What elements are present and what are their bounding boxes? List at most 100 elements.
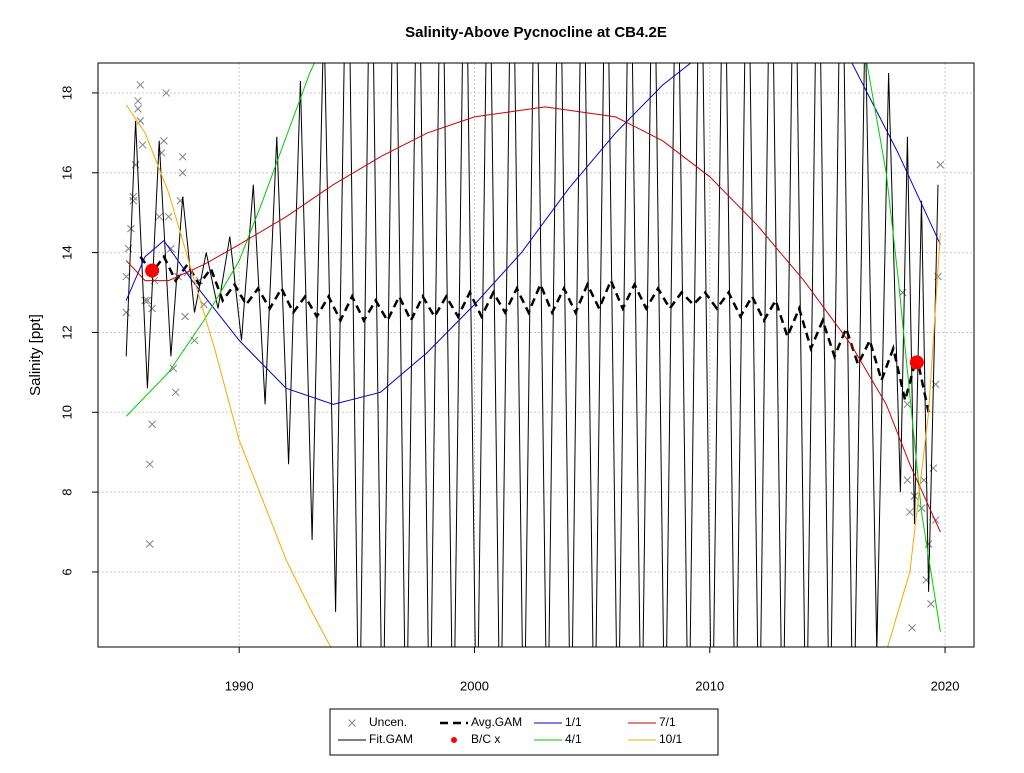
point-stroke	[129, 196, 138, 205]
line	[125, 104, 941, 647]
point	[148, 420, 156, 429]
x-tick-label: 2000	[460, 678, 489, 693]
point	[903, 400, 912, 409]
legend-symbol	[348, 719, 356, 727]
point	[164, 212, 173, 221]
dashed-line	[139, 254, 930, 413]
point	[129, 196, 138, 205]
point	[931, 516, 940, 524]
point-stroke	[171, 388, 180, 397]
legend-label: 10/1	[659, 732, 683, 746]
point	[122, 272, 131, 281]
y-tick-label: 8	[59, 489, 74, 496]
plot-marks	[122, 63, 945, 647]
point	[905, 508, 914, 516]
point-stroke	[148, 304, 156, 313]
bc-point	[909, 355, 924, 370]
point	[898, 288, 907, 297]
point	[200, 300, 208, 309]
point-stroke	[134, 97, 142, 105]
point-stroke	[155, 212, 164, 221]
y-tick-label: 16	[59, 166, 74, 180]
point	[145, 540, 154, 548]
legend-label: Fit.GAM	[369, 732, 413, 746]
x-tick-label: 1990	[225, 678, 254, 693]
legend-symbol	[451, 737, 457, 743]
x-tick-label: 2010	[695, 678, 724, 693]
point-stroke	[167, 244, 175, 253]
legend-box	[329, 708, 719, 756]
point	[181, 312, 189, 321]
point-stroke	[122, 308, 131, 317]
point-stroke	[927, 600, 935, 608]
point-stroke	[169, 364, 178, 373]
legend-symbol-stroke	[348, 719, 356, 727]
point	[148, 304, 156, 313]
point-stroke	[908, 623, 916, 632]
point-stroke	[134, 105, 142, 113]
legend-label: Uncen.	[369, 715, 407, 729]
point	[138, 140, 147, 149]
line	[125, 63, 941, 405]
legend-label: B/C x	[471, 732, 500, 746]
point	[141, 296, 149, 305]
point-stroke	[136, 81, 145, 89]
point	[936, 160, 945, 169]
point	[167, 244, 175, 253]
point-stroke	[164, 212, 173, 221]
point-stroke	[145, 460, 154, 469]
point-stroke	[148, 420, 156, 429]
y-tick-label: 10	[59, 405, 74, 419]
legend-label: 7/1	[659, 715, 676, 729]
point-stroke	[138, 140, 147, 149]
bc-point	[145, 263, 160, 278]
legend-label: 1/1	[565, 715, 582, 729]
line	[125, 63, 939, 647]
point-stroke	[181, 312, 189, 321]
point-stroke	[162, 89, 171, 97]
point	[136, 81, 145, 89]
y-tick-label: 18	[59, 86, 74, 100]
point	[908, 623, 916, 632]
point	[145, 460, 154, 469]
x-tick-label: 2020	[931, 678, 960, 693]
point-stroke	[160, 136, 168, 145]
point-stroke	[903, 476, 912, 484]
point-stroke	[936, 160, 945, 169]
point	[927, 600, 935, 608]
point-stroke	[903, 400, 912, 409]
y-tick-label: 6	[59, 568, 74, 575]
point-stroke	[145, 540, 154, 548]
y-axis-label: Salinity [ppt]	[27, 314, 44, 396]
point-stroke	[200, 300, 208, 309]
plot-frame	[97, 62, 975, 648]
point-stroke	[898, 288, 907, 297]
legend: Uncen. Fit.GAM Avg.GAM B/C x 1/1 4/1 7/1 10/1	[338, 715, 683, 746]
point	[169, 364, 178, 373]
point	[178, 152, 187, 161]
point	[122, 308, 131, 317]
point	[903, 476, 912, 484]
point-stroke	[141, 296, 149, 305]
point	[171, 388, 180, 397]
y-tick-label: 14	[59, 245, 74, 259]
line	[125, 63, 941, 632]
point-stroke	[122, 272, 131, 281]
chart-title: Salinity-Above Pycnocline at CB4.2E	[405, 24, 667, 41]
point	[143, 296, 152, 305]
point	[134, 97, 142, 105]
point-stroke	[931, 516, 940, 524]
point	[134, 105, 142, 113]
legend-label: Avg.GAM	[471, 715, 522, 729]
point-stroke	[905, 508, 914, 516]
point	[160, 136, 168, 145]
point-stroke	[143, 296, 152, 305]
point-stroke	[178, 152, 187, 161]
y-tick-label: 12	[59, 325, 74, 339]
legend-label: 4/1	[565, 732, 582, 746]
point-stroke	[178, 168, 187, 177]
point	[155, 212, 164, 221]
point	[162, 89, 171, 97]
